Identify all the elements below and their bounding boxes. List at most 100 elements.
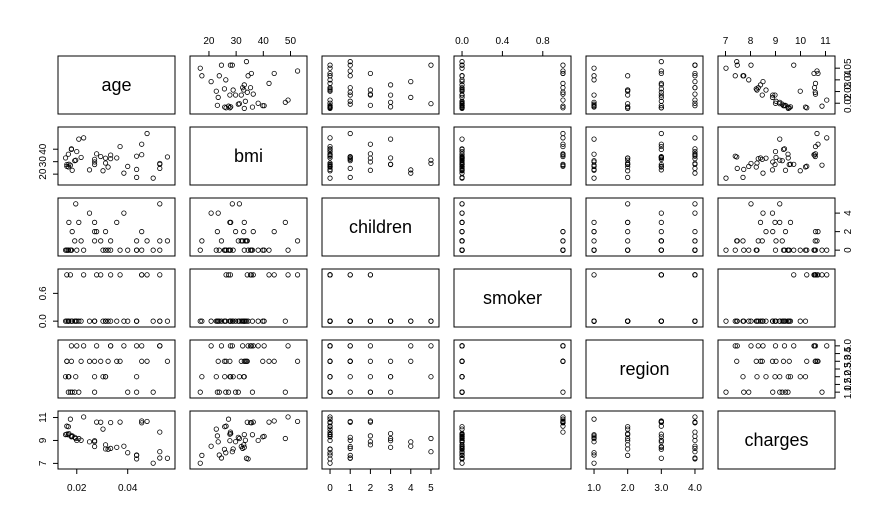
point bbox=[560, 143, 566, 150]
point bbox=[245, 456, 251, 462]
y-tick-label: 0 bbox=[843, 247, 854, 253]
point bbox=[734, 358, 740, 364]
point bbox=[347, 101, 353, 107]
point bbox=[459, 455, 465, 461]
point bbox=[139, 152, 145, 158]
point bbox=[387, 82, 394, 88]
point bbox=[117, 419, 123, 425]
point bbox=[459, 65, 465, 71]
point bbox=[91, 161, 98, 168]
point bbox=[347, 92, 353, 98]
point bbox=[227, 343, 234, 349]
point bbox=[66, 374, 72, 380]
point bbox=[591, 65, 597, 71]
point bbox=[560, 70, 566, 77]
point bbox=[134, 247, 140, 253]
point bbox=[824, 272, 830, 278]
point bbox=[125, 163, 131, 170]
point bbox=[692, 429, 698, 435]
point bbox=[72, 238, 78, 244]
point bbox=[746, 163, 752, 170]
point bbox=[327, 85, 333, 91]
point bbox=[102, 229, 109, 235]
point bbox=[459, 85, 465, 91]
point bbox=[812, 238, 818, 244]
point bbox=[91, 318, 98, 324]
point bbox=[734, 238, 740, 244]
point bbox=[734, 62, 740, 68]
point bbox=[76, 435, 82, 442]
point bbox=[227, 62, 234, 68]
point bbox=[238, 238, 244, 244]
point bbox=[408, 94, 414, 100]
point bbox=[134, 174, 140, 180]
point bbox=[150, 247, 156, 253]
point bbox=[208, 343, 214, 349]
variable-label: region bbox=[619, 359, 669, 379]
point bbox=[247, 85, 254, 91]
point bbox=[271, 418, 277, 424]
point bbox=[282, 318, 288, 324]
point bbox=[560, 389, 566, 395]
point bbox=[144, 358, 150, 364]
point bbox=[197, 247, 203, 253]
point bbox=[804, 272, 810, 278]
point bbox=[249, 389, 256, 395]
point bbox=[150, 175, 156, 181]
point bbox=[327, 65, 333, 71]
point bbox=[560, 91, 566, 97]
point bbox=[408, 343, 414, 349]
point bbox=[740, 238, 746, 244]
point bbox=[229, 343, 235, 349]
y-tick-label: 0.6 bbox=[38, 286, 49, 300]
point bbox=[327, 358, 333, 364]
point bbox=[459, 452, 465, 458]
point bbox=[134, 166, 140, 173]
point bbox=[98, 238, 104, 244]
point bbox=[241, 82, 247, 88]
point bbox=[782, 389, 789, 395]
point bbox=[815, 141, 821, 147]
panel-frame bbox=[189, 55, 308, 115]
point bbox=[214, 229, 220, 235]
point bbox=[294, 418, 301, 425]
point bbox=[802, 318, 809, 324]
point bbox=[591, 247, 597, 253]
point bbox=[139, 141, 145, 147]
point bbox=[282, 219, 288, 225]
point bbox=[786, 358, 792, 364]
point bbox=[157, 165, 163, 172]
point bbox=[740, 374, 746, 380]
y-tick-label: 40 bbox=[38, 143, 49, 155]
point bbox=[591, 151, 597, 157]
point bbox=[134, 456, 140, 462]
point bbox=[235, 434, 241, 440]
point bbox=[692, 318, 698, 324]
point bbox=[692, 73, 698, 79]
point bbox=[746, 247, 752, 253]
point bbox=[625, 157, 631, 163]
point bbox=[459, 175, 465, 181]
point bbox=[223, 358, 229, 364]
point bbox=[591, 167, 597, 173]
point bbox=[763, 155, 769, 161]
point bbox=[773, 98, 779, 104]
point bbox=[824, 135, 830, 141]
point bbox=[560, 85, 566, 91]
point bbox=[692, 445, 698, 451]
point bbox=[347, 389, 353, 395]
point bbox=[459, 99, 465, 105]
point bbox=[255, 343, 261, 349]
point bbox=[244, 358, 250, 364]
point bbox=[772, 219, 778, 225]
y-tick-label: 9 bbox=[38, 437, 49, 443]
point bbox=[804, 163, 810, 169]
point bbox=[347, 85, 353, 91]
point bbox=[108, 152, 114, 158]
point bbox=[241, 219, 247, 225]
point bbox=[560, 414, 566, 420]
point bbox=[114, 219, 120, 225]
point bbox=[804, 358, 810, 364]
point bbox=[658, 141, 664, 147]
point bbox=[347, 418, 353, 425]
